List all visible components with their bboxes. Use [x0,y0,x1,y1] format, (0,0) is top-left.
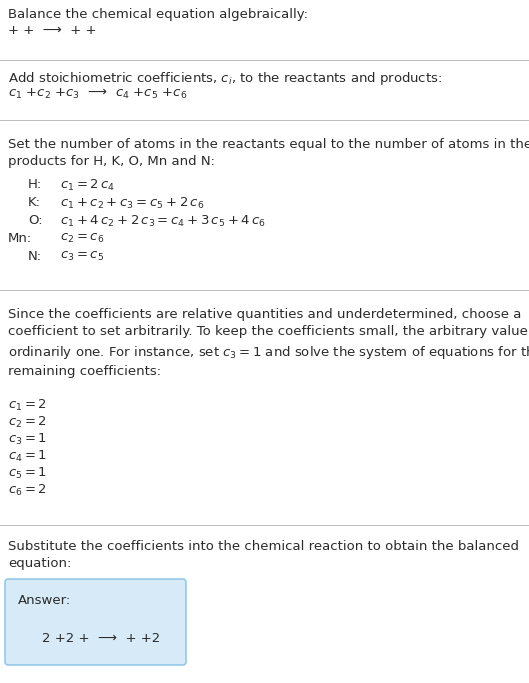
Text: 2 +2 +  ⟶  + +2: 2 +2 + ⟶ + +2 [42,632,160,645]
Text: + +  ⟶  + +: + + ⟶ + + [8,24,96,37]
Text: K:: K: [28,196,41,209]
Text: N:: N: [28,250,42,263]
Text: $c_3 = c_5$: $c_3 = c_5$ [60,250,104,263]
Text: Balance the chemical equation algebraically:: Balance the chemical equation algebraica… [8,8,308,21]
Text: O:: O: [28,214,43,227]
Text: $c_4 = 1$: $c_4 = 1$ [8,449,47,464]
Text: Set the number of atoms in the reactants equal to the number of atoms in the
pro: Set the number of atoms in the reactants… [8,138,529,169]
Text: $c_1 = 2\,c_4$: $c_1 = 2\,c_4$ [60,178,115,193]
Text: Since the coefficients are relative quantities and underdetermined, choose a
coe: Since the coefficients are relative quan… [8,308,529,378]
Text: Add stoichiometric coefficients, $c_i$, to the reactants and products:: Add stoichiometric coefficients, $c_i$, … [8,70,442,87]
Text: $c_1 + c_2 + c_3 = c_5 + 2\,c_6$: $c_1 + c_2 + c_3 = c_5 + 2\,c_6$ [60,196,204,211]
Text: $c_2 = c_6$: $c_2 = c_6$ [60,232,104,245]
Text: Substitute the coefficients into the chemical reaction to obtain the balanced
eq: Substitute the coefficients into the che… [8,540,519,570]
Text: Answer:: Answer: [18,594,71,607]
Text: $c_2 = 2$: $c_2 = 2$ [8,415,47,430]
Text: Mn:: Mn: [8,232,32,245]
Text: $c_5 = 1$: $c_5 = 1$ [8,466,47,481]
Text: $c_6 = 2$: $c_6 = 2$ [8,483,47,498]
Text: $c_3 = 1$: $c_3 = 1$ [8,432,47,447]
Text: $c_1$ +$c_2$ +$c_3$  ⟶  $c_4$ +$c_5$ +$c_6$: $c_1$ +$c_2$ +$c_3$ ⟶ $c_4$ +$c_5$ +$c_6… [8,87,187,101]
FancyBboxPatch shape [5,579,186,665]
Text: $c_1 = 2$: $c_1 = 2$ [8,398,47,413]
Text: $c_1 + 4\,c_2 + 2\,c_3 = c_4 + 3\,c_5 + 4\,c_6$: $c_1 + 4\,c_2 + 2\,c_3 = c_4 + 3\,c_5 + … [60,214,266,229]
Text: H:: H: [28,178,42,191]
